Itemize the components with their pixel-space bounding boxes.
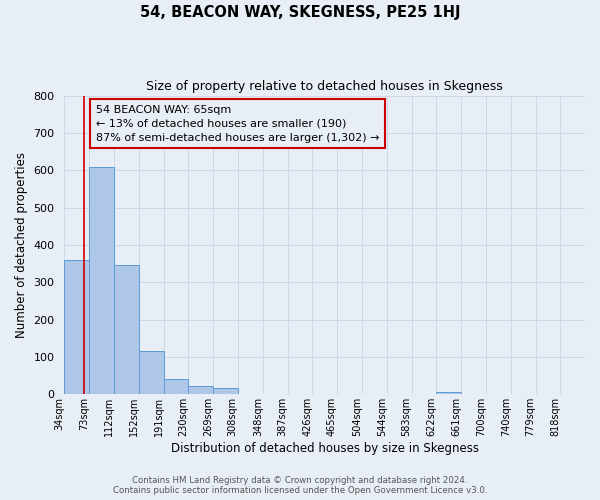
Title: Size of property relative to detached houses in Skegness: Size of property relative to detached ho…	[146, 80, 503, 93]
Bar	[114, 266, 139, 394]
Bar	[164, 380, 188, 394]
Text: Contains HM Land Registry data © Crown copyright and database right 2024.
Contai: Contains HM Land Registry data © Crown c…	[113, 476, 487, 495]
X-axis label: Distribution of detached houses by size in Skegness: Distribution of detached houses by size …	[171, 442, 479, 455]
Text: 54 BEACON WAY: 65sqm
← 13% of detached houses are smaller (190)
87% of semi-deta: 54 BEACON WAY: 65sqm ← 13% of detached h…	[95, 104, 379, 142]
Bar	[64, 260, 89, 394]
Bar	[436, 392, 461, 394]
Y-axis label: Number of detached properties: Number of detached properties	[15, 152, 28, 338]
Bar	[139, 352, 164, 395]
Bar	[89, 166, 114, 394]
Bar	[213, 388, 238, 394]
Text: 54, BEACON WAY, SKEGNESS, PE25 1HJ: 54, BEACON WAY, SKEGNESS, PE25 1HJ	[140, 5, 460, 20]
Bar	[188, 386, 213, 394]
